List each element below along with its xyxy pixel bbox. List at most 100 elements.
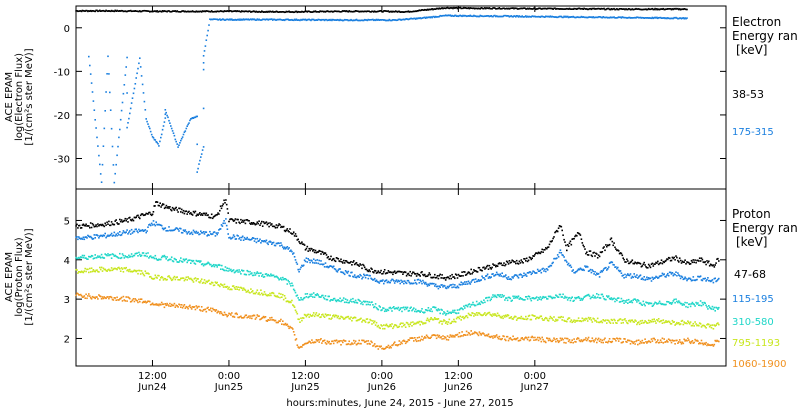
proton-data-point — [678, 300, 680, 302]
proton-data-point — [548, 243, 551, 246]
electron-data-point — [132, 10, 135, 12]
proton-data-point — [290, 249, 292, 252]
proton-data-point — [263, 316, 266, 319]
electron-data-point — [637, 8, 640, 10]
electron-data-point — [540, 8, 543, 10]
proton-data-point — [415, 275, 418, 277]
proton-data-point — [602, 269, 604, 272]
proton-data-point — [598, 340, 601, 342]
proton-data-point — [215, 264, 218, 266]
proton-data-point — [256, 271, 259, 273]
electron-data-point — [394, 10, 397, 12]
electron-data-point — [449, 7, 452, 9]
proton-data-point — [91, 222, 94, 225]
proton-data-point — [400, 279, 402, 282]
proton-data-point — [275, 224, 278, 226]
proton-data-point — [234, 312, 237, 315]
electron-data-point — [532, 15, 534, 18]
proton-data-point — [714, 310, 716, 312]
electron-data-point — [241, 19, 244, 21]
electron-data-point — [423, 16, 425, 19]
electron-data-point — [530, 16, 533, 18]
proton-data-point — [668, 271, 671, 274]
proton-data-point — [292, 331, 295, 333]
proton-data-point — [669, 339, 672, 342]
proton-data-point — [539, 252, 542, 255]
proton-data-point — [526, 260, 529, 263]
electron-ytick-label: -20 — [54, 111, 70, 122]
proton-data-point — [447, 339, 450, 341]
proton-data-point — [650, 321, 653, 323]
proton-data-point — [713, 343, 716, 346]
proton-data-point — [127, 296, 129, 298]
proton-data-point — [592, 294, 594, 297]
proton-data-point — [122, 220, 125, 222]
proton-data-point — [586, 265, 588, 268]
electron-data-point — [586, 8, 588, 10]
proton-data-point — [153, 277, 156, 280]
proton-data-point — [121, 253, 124, 255]
proton-data-point — [264, 222, 267, 224]
proton-data-point — [391, 344, 393, 347]
proton-data-point — [165, 304, 167, 307]
proton-data-point — [321, 263, 323, 265]
proton-data-point — [414, 281, 417, 284]
proton-data-point — [616, 249, 618, 252]
proton-data-point — [98, 256, 100, 258]
proton-data-point — [557, 256, 560, 258]
proton-data-point — [489, 267, 492, 269]
proton-data-point — [667, 258, 669, 261]
proton-data-point — [146, 301, 148, 303]
proton-data-point — [485, 334, 488, 336]
proton-data-point — [123, 299, 126, 301]
electron-data-point — [342, 10, 345, 12]
proton-data-point — [250, 315, 252, 317]
proton-data-point — [159, 279, 161, 281]
electron-data-point — [573, 16, 575, 18]
proton-data-point — [505, 274, 507, 276]
proton-data-point — [124, 300, 127, 302]
electron-data-point — [667, 17, 669, 19]
proton-data-point — [211, 233, 214, 235]
proton-data-point — [470, 314, 472, 317]
proton-data-point — [404, 306, 407, 309]
electron-data-point — [619, 16, 622, 18]
proton-data-point — [92, 237, 95, 240]
proton-data-point — [231, 288, 233, 291]
electron-data-point — [243, 19, 246, 21]
proton-data-point — [185, 258, 188, 260]
proton-data-point — [312, 250, 314, 252]
electron-data-point — [298, 19, 300, 21]
proton-data-point — [229, 313, 231, 315]
proton-data-point — [119, 218, 121, 221]
proton-data-point — [184, 210, 187, 213]
proton-data-point — [651, 340, 654, 342]
electron-data-point — [560, 8, 563, 10]
proton-data-point — [390, 279, 392, 282]
proton-data-point — [556, 338, 558, 340]
electron-data-point — [192, 117, 195, 119]
electron-data-point — [399, 18, 401, 21]
proton-data-point — [630, 319, 633, 322]
proton-data-point — [268, 274, 270, 277]
proton-data-point — [701, 258, 704, 261]
proton-data-point — [716, 339, 718, 342]
proton-data-point — [114, 235, 116, 237]
proton-legend-47-68: 47-68 — [734, 268, 766, 281]
proton-data-point — [454, 334, 457, 336]
proton-data-point — [120, 267, 123, 269]
electron-data-point — [96, 9, 98, 12]
proton-data-point — [143, 301, 146, 303]
proton-data-point — [681, 319, 684, 322]
electron-data-point — [301, 10, 303, 13]
proton-data-point — [492, 263, 494, 265]
proton-data-point — [499, 262, 502, 265]
proton-data-point — [313, 341, 316, 343]
electron-data-point — [533, 15, 535, 18]
electron-data-point — [106, 73, 108, 75]
proton-data-point — [129, 216, 131, 219]
proton-data-point — [712, 308, 715, 311]
electron-data-point — [355, 18, 358, 21]
proton-data-point — [529, 257, 532, 259]
proton-data-point — [463, 271, 465, 273]
